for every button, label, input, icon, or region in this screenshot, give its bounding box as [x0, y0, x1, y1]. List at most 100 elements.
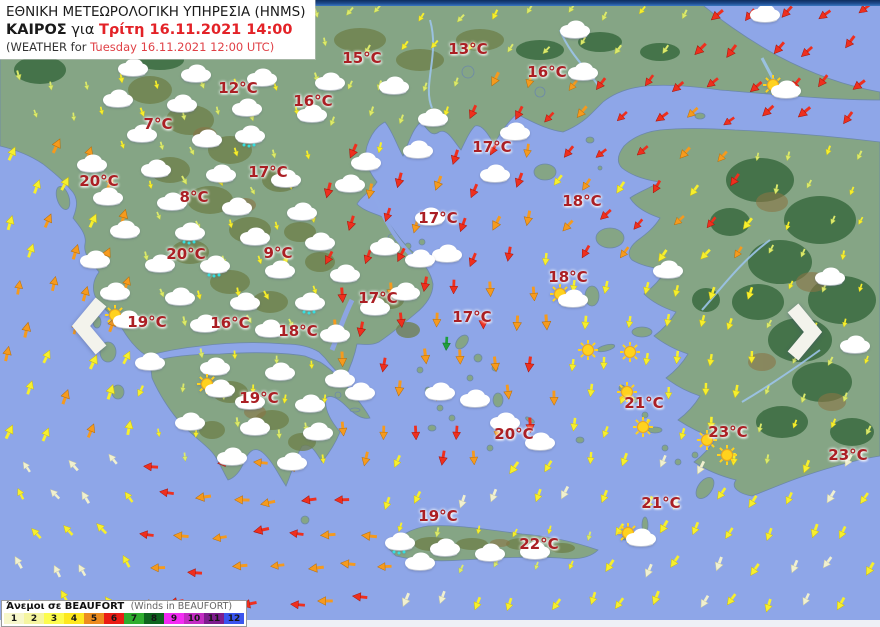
wind-arrow-icon	[368, 105, 375, 117]
cloud-icon	[750, 4, 780, 23]
wind-arrow-icon	[673, 215, 685, 226]
cloud-icon	[100, 282, 130, 301]
wind-arrow-icon	[563, 145, 575, 158]
wind-arrow-icon	[749, 81, 763, 93]
beaufort-scale-cell: 9	[164, 613, 184, 624]
wind-arrow-icon	[643, 352, 652, 366]
beaufort-scale-cell: 10	[184, 613, 204, 624]
cloud-icon	[247, 68, 277, 87]
wind-arrow-icon	[485, 281, 495, 297]
wind-arrow-icon	[26, 243, 36, 258]
wind-arrow-icon	[397, 522, 404, 533]
wind-arrow-icon	[469, 253, 478, 268]
cloud-icon	[255, 319, 285, 338]
wind-arrow-icon	[80, 285, 90, 302]
wind-arrow-icon	[505, 246, 515, 263]
wind-arrow-icon	[313, 7, 319, 18]
wind-arrow-icon	[602, 280, 611, 294]
wind-arrow-icon	[311, 285, 317, 295]
cloud-icon	[103, 89, 133, 108]
wind-arrow-icon	[858, 283, 864, 292]
wind-arrow-icon	[147, 180, 153, 189]
wind-arrow-icon	[70, 112, 77, 121]
forecast-datetime-gr: Τρίτη 16.11.2021 14:00	[98, 22, 293, 38]
beaufort-scale-cell: 8	[144, 613, 164, 624]
temperature-label: 20°C	[79, 172, 119, 190]
wind-arrow-icon	[70, 243, 81, 260]
beaufort-scale-cell: 7	[124, 613, 144, 624]
wind-arrow-icon	[410, 425, 420, 440]
wind-arrow-icon	[700, 594, 710, 608]
wind-arrow-icon	[863, 355, 869, 364]
wind-arrow-icon	[730, 173, 740, 187]
wind-arrow-icon	[252, 457, 268, 467]
wind-arrow-icon	[421, 276, 431, 293]
wind-arrow-icon	[582, 245, 591, 259]
sun-icon	[620, 342, 640, 362]
wind-arrow-icon	[305, 150, 311, 160]
cloud-icon	[525, 432, 555, 451]
wind-arrow-icon	[397, 247, 406, 262]
wind-arrow-icon	[383, 497, 391, 511]
wind-arrow-icon	[322, 394, 328, 404]
next-map-button[interactable]	[782, 300, 826, 364]
wind-arrow-icon	[600, 489, 609, 503]
wind-arrow-icon	[768, 244, 774, 254]
temperature-label: 20°C	[494, 425, 534, 443]
wind-arrow-icon	[689, 184, 699, 197]
beaufort-scale-cell: 6	[104, 613, 124, 624]
beaufort-scale-cell: 12	[224, 613, 244, 624]
wind-arrow-icon	[544, 459, 553, 472]
wind-arrow-icon	[823, 556, 833, 569]
wind-arrow-icon	[858, 216, 864, 225]
wind-arrow-icon	[142, 251, 149, 262]
wind-arrow-icon	[376, 562, 392, 571]
wind-arrow-icon	[373, 4, 381, 13]
wind-arrow-icon	[542, 46, 551, 55]
wind-arrow-icon	[543, 112, 555, 123]
wind-arrow-icon	[810, 523, 819, 539]
wind-arrow-icon	[766, 319, 773, 329]
wind-arrow-icon	[616, 181, 626, 195]
wind-arrow-icon	[256, 256, 263, 265]
wind-arrow-icon	[615, 597, 625, 610]
wind-arrow-icon	[541, 252, 550, 266]
wind-arrow-icon	[553, 174, 563, 186]
temperature-label: 17°C	[472, 138, 512, 156]
legend-title: Άνεμοι σε BEAUFORT (Winds in BEAUFORT)	[4, 602, 244, 612]
wind-arrow-icon	[376, 141, 384, 154]
temperature-label: 8°C	[179, 188, 209, 206]
wind-arrow-icon	[274, 355, 280, 365]
wind-arrow-icon	[14, 556, 23, 570]
wind-arrow-icon	[458, 564, 465, 574]
wind-arrow-icon	[450, 148, 460, 165]
wind-arrow-icon	[330, 116, 336, 126]
wind-arrow-icon	[124, 420, 134, 436]
wind-arrow-icon	[534, 562, 540, 571]
cloud-icon	[653, 260, 683, 279]
wind-arrow-icon	[4, 424, 14, 440]
wind-arrow-icon	[639, 6, 647, 15]
wind-arrow-icon	[458, 494, 467, 509]
wind-arrow-icon	[492, 215, 502, 231]
wind-arrow-icon	[707, 416, 716, 431]
sun-icon	[717, 445, 737, 465]
wind-arrow-icon	[806, 179, 812, 189]
wind-arrow-icon	[505, 597, 514, 612]
cloud-icon	[77, 154, 107, 173]
wind-arrow-icon	[63, 524, 74, 536]
wind-arrow-icon	[838, 525, 847, 540]
wind-arrow-icon	[317, 596, 333, 606]
temperature-label: 12°C	[218, 79, 258, 97]
wind-arrow-icon	[153, 80, 159, 89]
wind-arrow-icon	[706, 77, 719, 88]
wind-arrow-icon	[139, 530, 155, 539]
wind-arrow-icon	[754, 152, 760, 162]
wind-arrow-icon	[580, 36, 587, 46]
wind-arrow-icon	[142, 462, 158, 472]
wind-arrow-icon	[383, 207, 392, 222]
wind-arrow-icon	[86, 422, 95, 438]
wind-arrow-icon	[625, 315, 634, 329]
prev-map-button[interactable]	[68, 294, 112, 358]
wind-arrow-icon	[227, 219, 233, 229]
